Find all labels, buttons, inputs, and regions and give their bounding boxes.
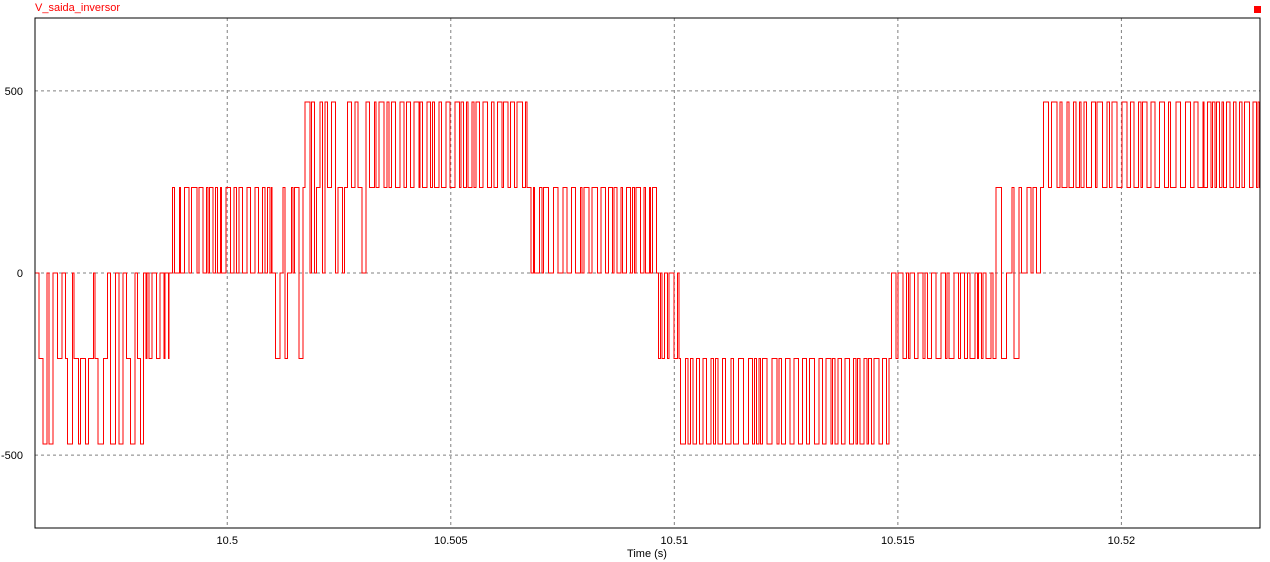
x-tick-label: 10.51 xyxy=(661,535,689,547)
x-tick-label: 10.52 xyxy=(1108,535,1136,547)
series-layer xyxy=(35,101,1261,445)
series-label: V_saida_inversor xyxy=(35,2,120,14)
y-axis-ticks: 500 0 -500 xyxy=(1,86,23,462)
y-tick-label: -500 xyxy=(1,450,23,462)
y-tick-label: 0 xyxy=(17,268,23,280)
series-marker-icon xyxy=(1254,6,1261,13)
plot-frame xyxy=(34,17,1261,529)
x-tick-label: 10.515 xyxy=(881,535,915,547)
x-tick-label: 10.5 xyxy=(217,535,238,547)
x-tick-label: 10.505 xyxy=(434,535,468,547)
y-tick-label: 500 xyxy=(5,86,23,98)
x-axis-ticks: 10.5 10.505 10.51 10.515 10.52 xyxy=(217,535,1136,547)
x-axis-title: Time (s) xyxy=(627,548,667,560)
series-line-v-saida-inversor xyxy=(35,101,1261,445)
